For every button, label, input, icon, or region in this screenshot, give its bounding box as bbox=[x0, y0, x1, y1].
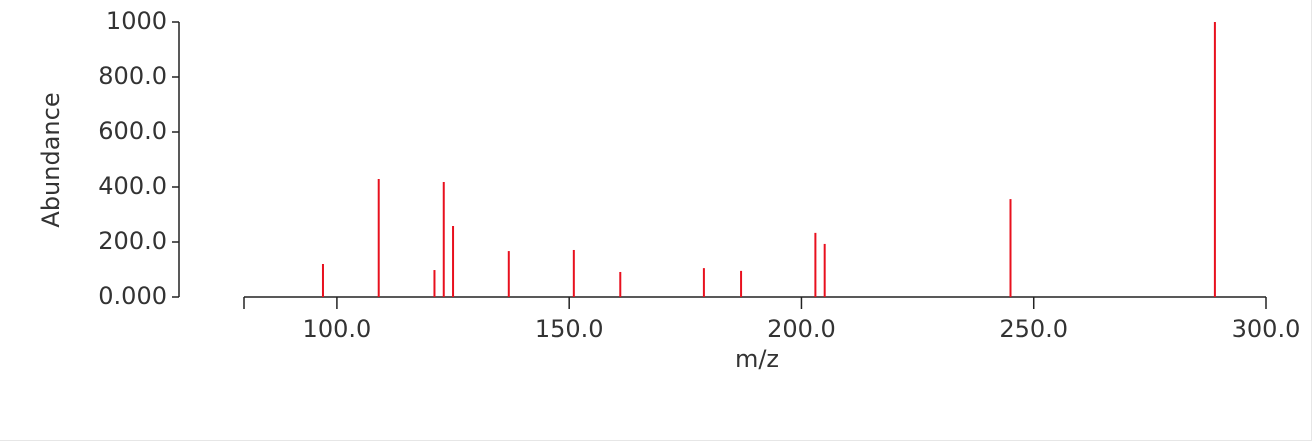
x-tick-label: 250.0 bbox=[999, 315, 1068, 343]
x-tick-label: 150.0 bbox=[535, 315, 604, 343]
y-tick-label: 600.0 bbox=[98, 117, 167, 145]
y-axis-title: Abundance bbox=[37, 92, 65, 227]
y-tick-label: 400.0 bbox=[98, 172, 167, 200]
y-tick-label: 200.0 bbox=[98, 227, 167, 255]
x-axis-title: m/z bbox=[735, 345, 779, 373]
y-tick-label: 1000 bbox=[106, 7, 167, 35]
x-tick-label: 100.0 bbox=[303, 315, 372, 343]
x-tick-label: 300.0 bbox=[1232, 315, 1301, 343]
y-tick-label: 800.0 bbox=[98, 62, 167, 90]
x-tick-label: 200.0 bbox=[767, 315, 836, 343]
y-tick-label: 0.000 bbox=[98, 282, 167, 310]
